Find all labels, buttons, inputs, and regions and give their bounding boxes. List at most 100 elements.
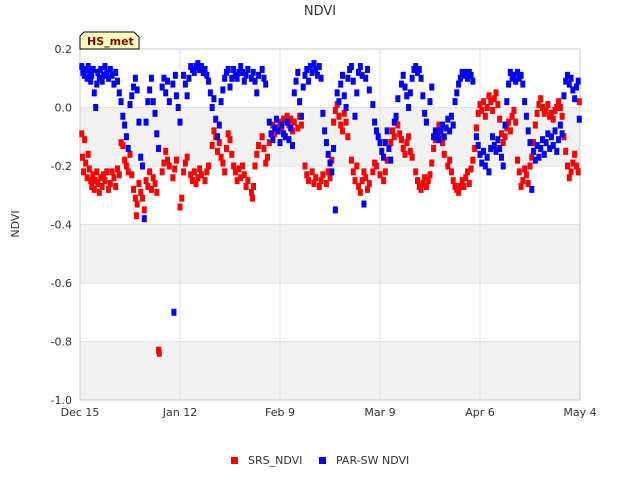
data-point <box>532 121 538 129</box>
data-point <box>82 136 88 144</box>
data-point <box>322 127 328 135</box>
data-point <box>148 185 154 193</box>
data-point <box>94 80 100 88</box>
data-point <box>570 159 576 167</box>
data-point <box>472 144 478 152</box>
data-point <box>356 182 362 190</box>
data-point <box>223 144 229 152</box>
data-point <box>550 142 556 150</box>
data-point <box>104 68 110 76</box>
data-point <box>216 139 222 147</box>
data-point <box>534 142 540 150</box>
data-point <box>240 162 245 170</box>
data-point <box>477 150 483 158</box>
x-tick-label: Mar 9 <box>364 406 395 419</box>
data-point <box>409 153 415 161</box>
data-point <box>495 101 501 109</box>
data-point <box>486 168 492 176</box>
data-point <box>238 63 244 71</box>
data-point <box>115 77 120 85</box>
data-point <box>566 80 572 88</box>
data-point <box>95 68 101 76</box>
data-point <box>456 80 462 88</box>
data-point <box>172 71 178 79</box>
data-point <box>559 112 565 120</box>
data-point <box>184 153 190 161</box>
data-point <box>125 144 131 152</box>
data-point <box>525 180 531 188</box>
data-point <box>145 182 151 190</box>
data-point <box>141 215 147 223</box>
data-point <box>538 95 544 103</box>
data-point <box>531 139 537 147</box>
data-point <box>550 115 556 123</box>
data-point <box>288 115 294 123</box>
data-point <box>182 159 188 167</box>
data-point <box>173 92 179 100</box>
data-point <box>80 153 85 161</box>
data-point <box>386 144 392 152</box>
data-point <box>341 92 347 100</box>
data-point <box>198 171 204 179</box>
data-point <box>309 68 315 76</box>
data-point <box>522 98 528 106</box>
legend: SRS_NDVI PAR-SW NDVI <box>231 454 409 467</box>
data-point <box>479 106 485 114</box>
data-point <box>395 121 401 129</box>
data-point <box>297 98 303 106</box>
data-point <box>323 139 329 147</box>
data-point <box>488 98 494 106</box>
data-point <box>275 127 281 135</box>
data-point <box>331 144 337 152</box>
data-point <box>429 159 435 167</box>
data-point <box>540 104 545 111</box>
data-point <box>245 177 251 185</box>
data-point <box>307 63 313 71</box>
data-point <box>404 139 410 147</box>
data-point <box>529 185 535 193</box>
data-point <box>120 142 126 150</box>
data-point <box>288 124 294 132</box>
data-point <box>127 150 133 158</box>
data-point <box>500 162 506 170</box>
data-point <box>377 139 383 147</box>
data-point <box>138 188 144 196</box>
data-point <box>557 104 563 111</box>
data-point <box>251 182 257 190</box>
data-point <box>363 74 369 82</box>
data-point <box>134 86 140 94</box>
data-point <box>572 150 578 158</box>
data-point <box>502 133 508 141</box>
data-point <box>141 206 147 214</box>
data-point <box>515 156 520 164</box>
data-point <box>507 127 513 135</box>
data-point <box>131 83 137 91</box>
data-point <box>218 153 224 161</box>
data-point <box>272 130 278 138</box>
data-point <box>94 168 100 176</box>
data-point <box>556 136 562 144</box>
data-point <box>227 83 233 91</box>
data-point <box>441 133 447 141</box>
data-point <box>290 142 295 150</box>
data-point <box>436 121 442 129</box>
data-point <box>140 162 145 170</box>
data-point <box>340 127 345 135</box>
data-point <box>568 74 574 82</box>
data-point <box>452 98 458 106</box>
data-point <box>466 180 472 188</box>
data-point <box>382 168 388 176</box>
data-point <box>548 133 554 141</box>
data-point <box>243 71 249 79</box>
data-point <box>248 188 254 196</box>
data-point <box>441 150 447 158</box>
data-point <box>323 180 329 188</box>
data-point <box>170 80 176 88</box>
data-point <box>191 168 197 176</box>
data-point <box>506 80 512 88</box>
data-point <box>118 98 124 106</box>
data-point <box>563 77 569 85</box>
data-point <box>86 165 92 173</box>
data-point <box>177 118 183 126</box>
